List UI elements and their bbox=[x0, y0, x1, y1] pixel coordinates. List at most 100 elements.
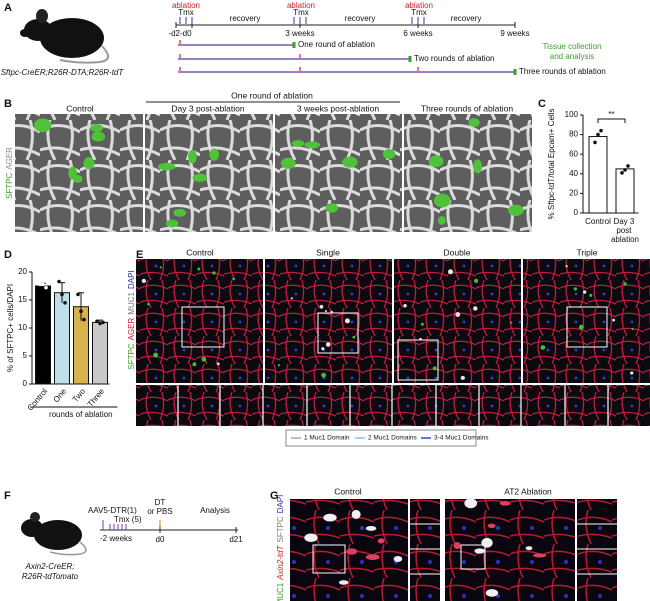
point bbox=[57, 279, 61, 284]
cell bbox=[34, 118, 52, 133]
stain-label: SFTPC AGER bbox=[5, 147, 14, 199]
cell bbox=[323, 513, 337, 522]
x-tick-label: One bbox=[52, 386, 69, 404]
bar bbox=[588, 136, 608, 214]
column-header: Day 3 post-ablation bbox=[171, 103, 245, 113]
timepoint: 9 weeks bbox=[500, 29, 529, 38]
cell bbox=[330, 310, 333, 314]
cell bbox=[565, 265, 568, 268]
cell bbox=[578, 324, 584, 330]
cell bbox=[473, 159, 483, 174]
timeline-label: -2 weeks bbox=[100, 534, 132, 543]
timeline-label: Tmx (5) bbox=[114, 515, 142, 524]
cell bbox=[68, 166, 78, 180]
cell bbox=[365, 526, 377, 531]
column-header: Single bbox=[316, 247, 340, 257]
round-label: One round of ablation bbox=[298, 40, 375, 49]
point bbox=[63, 301, 67, 305]
cell bbox=[192, 173, 208, 182]
point bbox=[623, 168, 627, 172]
cell bbox=[351, 509, 361, 519]
point bbox=[60, 292, 64, 297]
point bbox=[620, 171, 624, 175]
cell bbox=[460, 375, 465, 380]
stain: AGER bbox=[127, 317, 136, 340]
cell bbox=[304, 141, 321, 149]
cell bbox=[187, 150, 197, 164]
cell bbox=[510, 321, 513, 324]
panel-label: F bbox=[4, 490, 11, 502]
cell bbox=[474, 278, 479, 283]
cell bbox=[508, 204, 524, 216]
cell bbox=[173, 208, 187, 217]
timeline-label: d21 bbox=[229, 535, 243, 544]
cell bbox=[573, 287, 577, 291]
cell bbox=[325, 203, 338, 213]
collection-label: and analysis bbox=[550, 52, 594, 61]
panel-label: E bbox=[136, 249, 143, 261]
stain: DAPI bbox=[276, 495, 285, 514]
column-header: Double bbox=[444, 247, 471, 257]
cell bbox=[419, 337, 422, 341]
micrographs-b bbox=[15, 114, 532, 232]
cell bbox=[346, 548, 358, 555]
stain: AGER bbox=[5, 147, 14, 170]
timeline-label: Analysis bbox=[200, 506, 230, 515]
timeline bbox=[175, 17, 517, 75]
cell bbox=[377, 538, 385, 544]
panel-label: A bbox=[4, 2, 12, 14]
x-tick-label: Two bbox=[71, 386, 88, 403]
y-tick-label: 10 bbox=[18, 323, 27, 332]
genotype: R26R-tdTomato bbox=[22, 572, 79, 581]
stain: SFTPC bbox=[5, 173, 14, 199]
cell bbox=[157, 162, 176, 171]
cell bbox=[321, 372, 327, 378]
column-header: AT2 Ablation bbox=[504, 486, 552, 496]
cell bbox=[147, 302, 150, 306]
cell bbox=[201, 357, 207, 362]
cell bbox=[474, 548, 485, 554]
tmx-label: Tmx bbox=[411, 8, 427, 17]
point bbox=[593, 140, 597, 145]
cell bbox=[485, 589, 499, 597]
cell bbox=[532, 553, 547, 558]
bar bbox=[92, 321, 108, 385]
timeline bbox=[100, 520, 238, 533]
point bbox=[95, 319, 99, 324]
genotype: Axin2-CreER; bbox=[25, 562, 75, 571]
cell bbox=[352, 335, 356, 339]
cell bbox=[197, 267, 201, 271]
ablation-label: ablation bbox=[405, 1, 433, 10]
cell bbox=[342, 156, 358, 168]
stain-label: MUC1 Axin2-tdT SFTPC DAPI bbox=[276, 495, 285, 601]
cell bbox=[304, 533, 318, 543]
cell bbox=[90, 124, 104, 132]
collection-label: Tissue collection bbox=[543, 42, 602, 51]
y-tick-label: 0 bbox=[23, 379, 28, 388]
round-label: Three rounds of ablation bbox=[519, 67, 606, 76]
panel-label: D bbox=[4, 249, 12, 261]
cell bbox=[319, 304, 324, 309]
point bbox=[44, 285, 48, 290]
cell bbox=[91, 131, 106, 142]
cell bbox=[432, 366, 437, 371]
x-tick-label: Control bbox=[585, 217, 611, 226]
timeline-label: DT bbox=[155, 498, 166, 507]
cell bbox=[338, 580, 349, 585]
column-header: Control bbox=[334, 486, 362, 496]
x-tick-label: Control bbox=[26, 387, 50, 413]
cell bbox=[630, 371, 634, 375]
x-axis-label: rounds of ablation bbox=[49, 410, 113, 419]
column-header: 3 weeks post-ablation bbox=[297, 103, 379, 113]
cell bbox=[433, 193, 451, 208]
stain: DAPI bbox=[127, 270, 136, 289]
cell bbox=[487, 523, 496, 528]
cell bbox=[212, 271, 216, 275]
y-tick-label: 40 bbox=[569, 169, 578, 178]
cell bbox=[420, 322, 424, 326]
cell bbox=[277, 364, 281, 367]
group-header: One round of ablation bbox=[231, 90, 313, 100]
significance-bracket bbox=[597, 118, 626, 123]
error-bar bbox=[78, 292, 84, 321]
